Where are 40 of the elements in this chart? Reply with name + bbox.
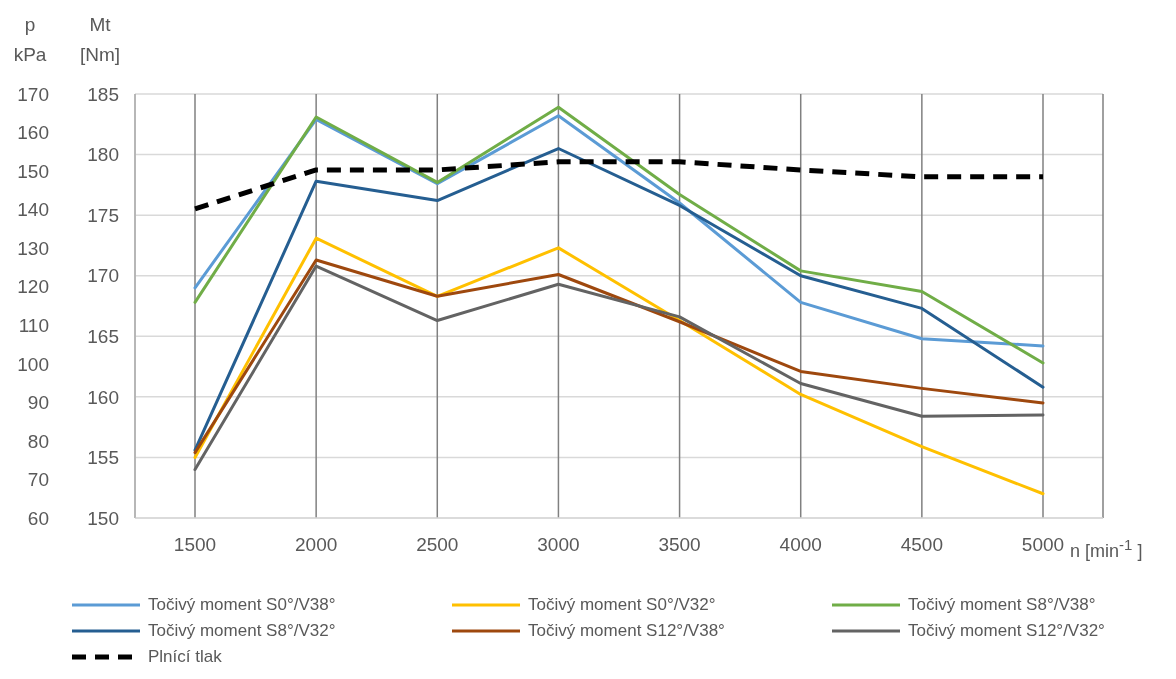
y2-tick-label: 120 xyxy=(17,276,49,298)
y2-tick-label: 150 xyxy=(17,160,49,182)
y-tick-label: 165 xyxy=(87,326,119,348)
legend-label: Točivý moment S8°/V32° xyxy=(148,621,336,641)
y2-tick-label: 110 xyxy=(18,315,49,337)
y2-tick-label: 60 xyxy=(27,507,49,529)
y-tick-label: 185 xyxy=(87,83,119,105)
x-tick-label: 5000 xyxy=(1021,534,1065,556)
x-tick-label: 4000 xyxy=(779,534,822,556)
y-axis-title: Mt [Nm] xyxy=(79,14,121,65)
y2-tick-label: 130 xyxy=(17,237,49,259)
x-axis-title: n [min$^{-1}$ ] xyxy=(1070,536,1143,561)
x-tick-label: 3000 xyxy=(537,534,580,556)
y2-tick-label: 160 xyxy=(17,122,49,144)
x-tick-label: 2500 xyxy=(416,534,459,556)
y-tick-label: 170 xyxy=(87,265,119,287)
y-tick-label: 180 xyxy=(87,144,119,166)
y-tick-label: 150 xyxy=(87,507,119,529)
legend-label: Točivý moment S8°/V38° xyxy=(908,595,1096,615)
y2-tick-label: 70 xyxy=(27,469,49,491)
y-tick-label: 175 xyxy=(87,204,119,226)
y2-tick-label: 170 xyxy=(17,83,49,105)
y2-tick-label: 90 xyxy=(27,392,49,414)
y2-axis-title: p kPa xyxy=(13,14,47,65)
legend-label: Točivý moment S12°/V32° xyxy=(908,621,1105,641)
line-series xyxy=(193,236,1045,496)
x-tick-label: 2000 xyxy=(295,534,338,556)
legend-label: Točivý moment S0°/V38° xyxy=(148,595,336,615)
y-tick-label: 155 xyxy=(87,447,119,469)
y2-tick-label: 140 xyxy=(17,199,49,221)
x-tick-label: 4500 xyxy=(900,534,943,556)
x-tick-label: 3500 xyxy=(658,534,701,556)
legend-label: Plnící tlak xyxy=(148,647,222,667)
legend-label: Točivý moment S0°/V32° xyxy=(528,595,716,615)
y-tick-label: 160 xyxy=(87,386,119,408)
x-tick-label: 1500 xyxy=(173,534,217,556)
legend-label: Točivý moment S12°/V38° xyxy=(528,621,725,641)
y2-tick-label: 80 xyxy=(27,430,49,452)
y2-tick-label: 100 xyxy=(17,353,49,375)
line-series xyxy=(193,147,1045,452)
